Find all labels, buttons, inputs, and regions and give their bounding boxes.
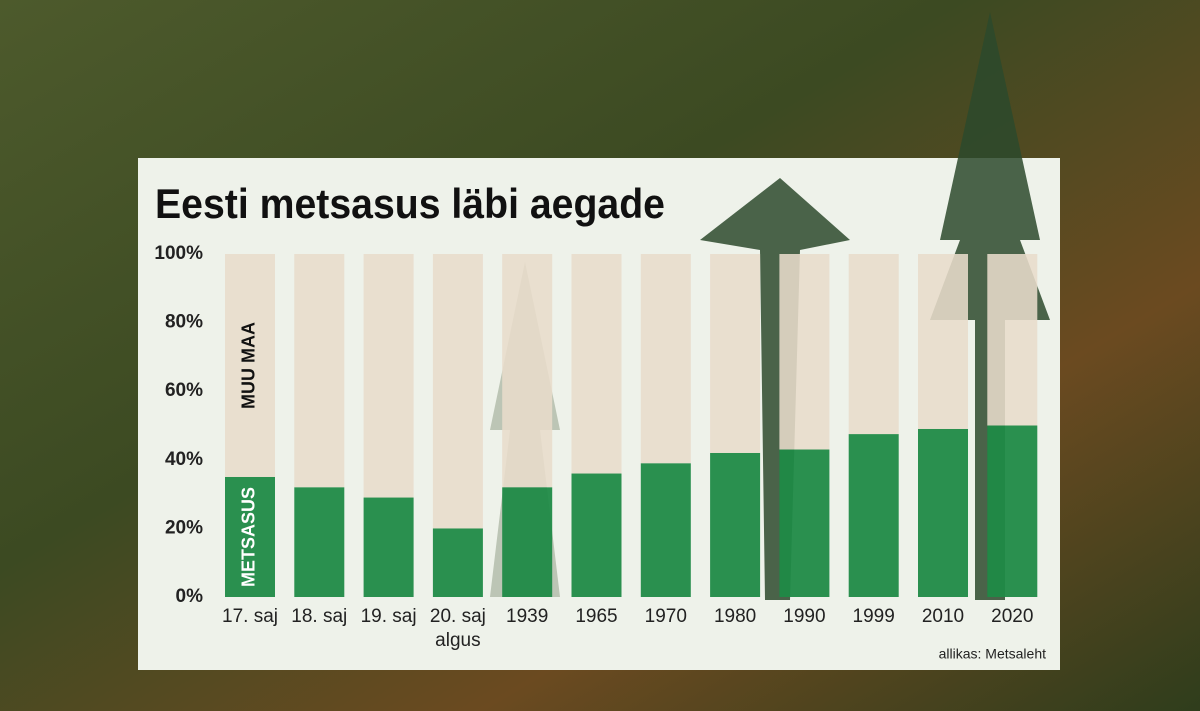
x-tick-label: 2020 — [991, 606, 1034, 627]
bar-segment — [225, 254, 275, 477]
bar-segment — [779, 449, 830, 597]
x-tick-label: 18. saj — [291, 606, 348, 627]
bar-segment — [502, 254, 553, 488]
bar-segment — [363, 254, 414, 498]
x-tick-label: 20. saj algus — [429, 606, 486, 651]
x-tick-label: 17. saj — [222, 606, 278, 627]
x-tick-label: 1980 — [713, 606, 757, 627]
bar-segment — [571, 254, 622, 474]
y-tick-label: 20% — [165, 517, 203, 538]
bar-segment — [571, 473, 622, 597]
bar-segment — [294, 254, 345, 488]
y-tick-label: 40% — [165, 449, 203, 470]
x-tick-label: 1965 — [575, 606, 618, 627]
bar-segment — [710, 452, 761, 597]
bar-segment — [502, 487, 553, 597]
y-tick-label: 80% — [165, 312, 203, 333]
bar-segment — [225, 476, 275, 597]
bar-segment — [363, 497, 414, 597]
series-label: METSASUS — [239, 487, 259, 587]
bar-segment — [918, 254, 968, 429]
source-note: allikas: Metsaleht — [939, 646, 1046, 662]
x-tick-label: 1999 — [852, 606, 895, 627]
chart-title: Eesti metsasus läbi aegade — [155, 180, 665, 227]
x-tick-label: 19. saj — [360, 606, 417, 627]
x-tick-label: 1939 — [506, 606, 549, 627]
bar-segment — [432, 254, 483, 529]
bar-segment — [918, 428, 968, 597]
y-tick-label: 60% — [165, 380, 203, 401]
bar-segment — [640, 254, 691, 464]
series-label: MUU MAA — [239, 322, 259, 409]
bar-segment — [710, 254, 761, 453]
bar-segment — [432, 528, 483, 597]
bar-segment — [987, 254, 1038, 426]
bar-segment — [294, 487, 345, 597]
bar-segment — [987, 425, 1038, 597]
y-tick-label: 0% — [176, 586, 204, 607]
bar-segment — [848, 254, 899, 435]
y-tick-label: 100% — [154, 243, 203, 264]
bar-segment — [848, 434, 899, 597]
bar-segment — [640, 463, 691, 597]
x-tick-label: 1970 — [644, 606, 687, 627]
x-tick-label: 1990 — [783, 606, 826, 627]
x-tick-label: 2010 — [921, 606, 965, 627]
bar-segment — [779, 254, 830, 450]
